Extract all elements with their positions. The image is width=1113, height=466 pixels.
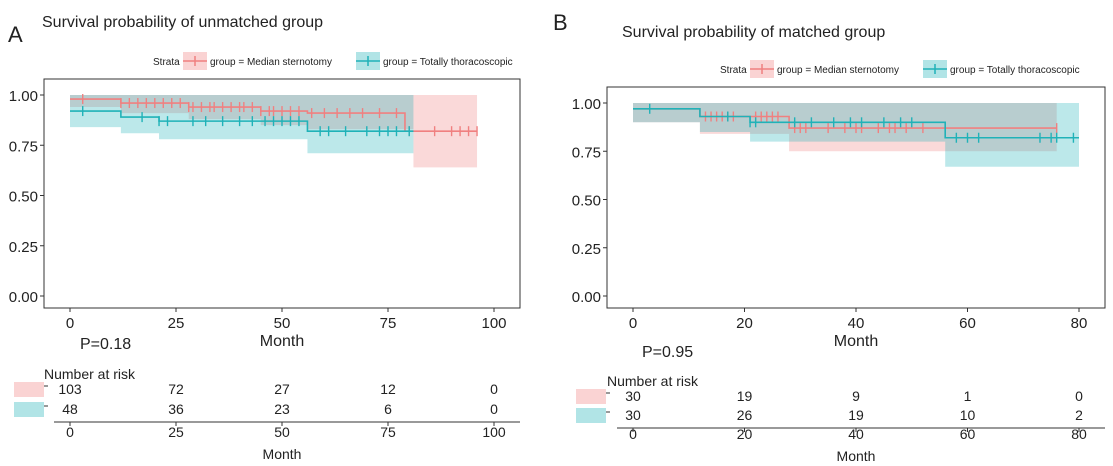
p-value: P=0.18 bbox=[80, 336, 131, 353]
y-tick-label: 1.00 bbox=[9, 88, 38, 105]
x-tick-label: 60 bbox=[959, 315, 976, 332]
x-tick-label: 75 bbox=[380, 315, 397, 332]
y-tick-label: 0.75 bbox=[572, 144, 601, 161]
risk-x-tick-label: 60 bbox=[960, 426, 976, 442]
x-tick-label: 0 bbox=[629, 315, 637, 332]
panel-letter: A bbox=[8, 22, 23, 47]
risk-x-tick-label: 50 bbox=[274, 424, 290, 440]
risk-row-swatch bbox=[576, 389, 606, 404]
risk-count: 30 bbox=[625, 407, 641, 423]
risk-row-swatch bbox=[14, 402, 44, 417]
risk-count: 103 bbox=[58, 381, 82, 397]
risk-x-tick-label: 100 bbox=[482, 424, 506, 440]
legend-label: group = Median sternotomy bbox=[210, 57, 332, 68]
x-axis-label: Month bbox=[260, 333, 304, 350]
risk-x-tick-label: 0 bbox=[629, 426, 637, 442]
p-value: P=0.95 bbox=[642, 344, 693, 361]
risk-count: 19 bbox=[737, 388, 753, 404]
risk-x-axis-label: Month bbox=[837, 448, 876, 464]
ci-band bbox=[70, 95, 414, 154]
risk-count: 72 bbox=[168, 381, 184, 397]
legend-title: Strata bbox=[153, 57, 180, 68]
y-tick-label: 0.00 bbox=[9, 289, 38, 306]
risk-table-title: Number at risk bbox=[44, 366, 136, 382]
risk-count: 27 bbox=[274, 381, 290, 397]
risk-count: 2 bbox=[1075, 407, 1083, 423]
y-tick-label: 0.25 bbox=[9, 239, 38, 256]
y-tick-label: 0.25 bbox=[572, 241, 601, 258]
risk-count: 0 bbox=[490, 381, 498, 397]
risk-count: 30 bbox=[625, 388, 641, 404]
x-axis-label: Month bbox=[834, 333, 878, 350]
legend-item: group = Median sternotomy bbox=[183, 52, 332, 70]
risk-count: 36 bbox=[168, 401, 184, 417]
legend-label: group = Median sternotomy bbox=[777, 65, 899, 76]
x-tick-label: 40 bbox=[848, 315, 865, 332]
legend-label: group = Totally thoracoscopic bbox=[950, 65, 1080, 76]
risk-x-tick-label: 75 bbox=[380, 424, 396, 440]
risk-row-swatch bbox=[576, 408, 606, 423]
x-tick-label: 0 bbox=[66, 315, 74, 332]
risk-count: 48 bbox=[62, 401, 78, 417]
legend-title: Strata bbox=[720, 65, 747, 76]
chart-title: Survival probability of matched group bbox=[622, 24, 885, 41]
risk-count: 9 bbox=[852, 388, 860, 404]
risk-count: 12 bbox=[380, 381, 396, 397]
risk-x-tick-label: 25 bbox=[168, 424, 184, 440]
y-tick-label: 0.50 bbox=[9, 189, 38, 206]
x-tick-label: 20 bbox=[736, 315, 753, 332]
risk-count: 23 bbox=[274, 401, 290, 417]
legend: Strata group = Median sternotomy group = T… bbox=[153, 52, 513, 70]
x-tick-label: 25 bbox=[168, 315, 185, 332]
panel-b-matched: B Survival probability of matched group St… bbox=[553, 10, 1106, 464]
risk-count: 26 bbox=[737, 407, 753, 423]
risk-count: 1 bbox=[964, 388, 972, 404]
legend-item: group = Totally thoracoscopic bbox=[923, 60, 1080, 78]
risk-count: 19 bbox=[848, 407, 864, 423]
risk-row-swatch bbox=[14, 382, 44, 397]
x-tick-label: 80 bbox=[1071, 315, 1088, 332]
legend-item: group = Totally thoracoscopic bbox=[356, 52, 513, 70]
legend: Strata group = Median sternotomy group = T… bbox=[720, 60, 1080, 78]
risk-x-tick-label: 0 bbox=[66, 424, 74, 440]
legend-label: group = Totally thoracoscopic bbox=[383, 57, 513, 68]
y-tick-label: 0.50 bbox=[572, 193, 601, 210]
x-tick-label: 50 bbox=[274, 315, 291, 332]
risk-x-tick-label: 80 bbox=[1071, 426, 1087, 442]
risk-count: 0 bbox=[490, 401, 498, 417]
legend-item: group = Median sternotomy bbox=[750, 60, 899, 78]
y-tick-label: 0.75 bbox=[9, 138, 38, 155]
chart-title: Survival probability of unmatched group bbox=[42, 14, 323, 31]
y-tick-label: 0.00 bbox=[572, 289, 601, 306]
risk-x-tick-label: 40 bbox=[848, 426, 864, 442]
panel-letter: B bbox=[553, 10, 568, 35]
risk-count: 10 bbox=[960, 407, 976, 423]
ci-band bbox=[633, 103, 1079, 167]
risk-table-title: Number at risk bbox=[607, 373, 699, 389]
y-tick-label: 1.00 bbox=[572, 96, 601, 113]
x-tick-label: 100 bbox=[481, 315, 506, 332]
panel-a-unmatched: A Survival probability of unmatched group… bbox=[8, 14, 521, 462]
risk-x-tick-label: 20 bbox=[737, 426, 753, 442]
risk-count: 0 bbox=[1075, 388, 1083, 404]
risk-x-axis-label: Month bbox=[263, 446, 302, 462]
risk-count: 6 bbox=[384, 401, 392, 417]
